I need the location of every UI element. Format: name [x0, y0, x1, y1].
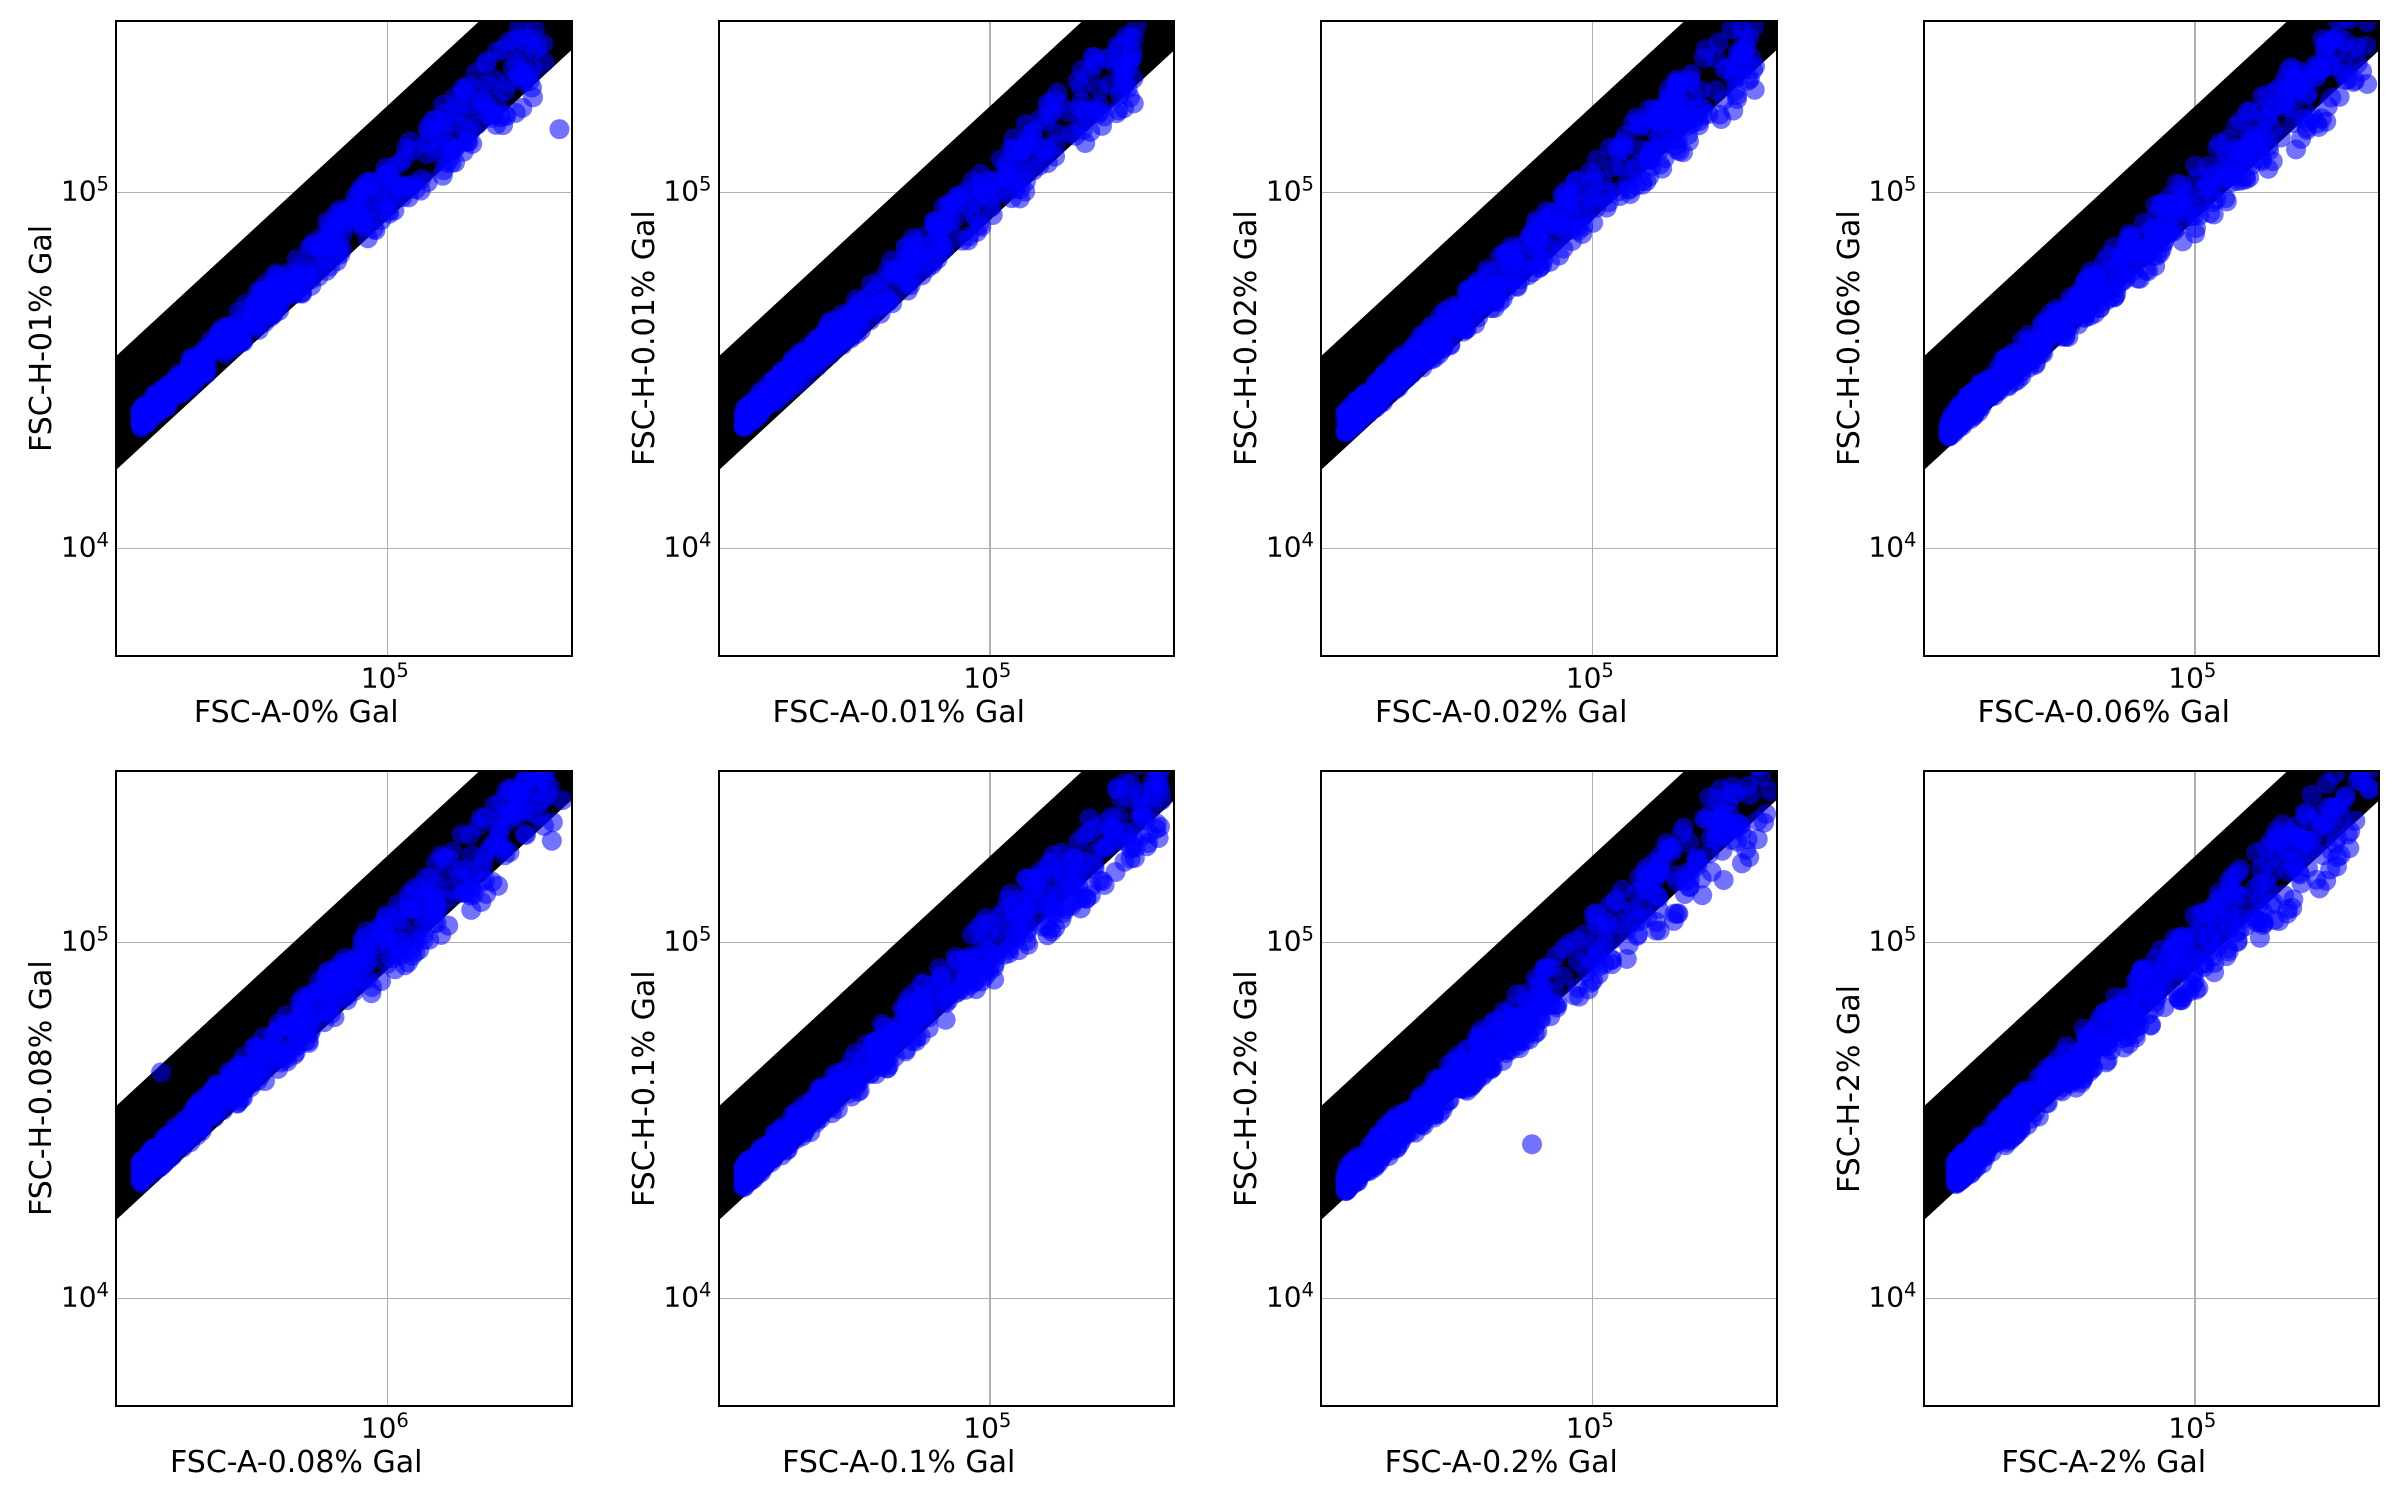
panel-3: FSC-H-0.06% Gal104105105FSC-A-0.06% Gal	[1828, 20, 2381, 730]
ytick-label: 104	[1266, 1278, 1314, 1313]
ytick-label: 105	[1266, 922, 1314, 957]
xlabel: FSC-A-0.2% Gal	[1225, 1441, 1778, 1480]
xlabel: FSC-A-0% Gal	[20, 691, 573, 730]
subplot-grid: FSC-H-01% Gal104105105FSC-A-0% GalFSC-H-…	[20, 20, 2380, 1480]
x-ticks: 105	[1225, 657, 1778, 691]
ytick-label: 105	[61, 172, 109, 207]
x-ticks: 105	[1828, 657, 2381, 691]
xlabel: FSC-A-0.1% Gal	[623, 1441, 1176, 1480]
x-ticks: 105	[20, 657, 573, 691]
ytick-label: 104	[1868, 528, 1916, 563]
panel-7: FSC-H-2% Gal104105105FSC-A-2% Gal	[1828, 770, 2381, 1480]
scatter-series	[1945, 772, 2378, 1194]
ytick-label: 104	[1868, 1278, 1916, 1313]
plot-box	[718, 770, 1176, 1407]
ylabel: FSC-H-01% Gal	[20, 20, 59, 657]
gate-band	[1925, 22, 2379, 576]
ytick-label: 104	[663, 1278, 711, 1313]
ytick-label: 105	[1266, 172, 1314, 207]
ylabel: FSC-H-0.2% Gal	[1225, 770, 1264, 1407]
xtick-label: 105	[2168, 659, 2216, 694]
y-ticks: 104 105	[59, 20, 115, 657]
scatter-series	[1938, 22, 2377, 446]
panel-2: FSC-H-0.02% Gal104105105FSC-A-0.02% Gal	[1225, 20, 1778, 730]
panel-6: FSC-H-0.2% Gal104105105FSC-A-0.2% Gal	[1225, 770, 1778, 1480]
outlier-point	[151, 1062, 171, 1082]
scatter-series	[733, 772, 1171, 1197]
xtick-label: 105	[963, 1409, 1011, 1444]
scatter-series	[130, 772, 571, 1193]
ylabel: FSC-H-0.01% Gal	[623, 20, 662, 657]
ylabel: FSC-H-0.06% Gal	[1828, 20, 1867, 657]
ylabel: FSC-H-0.02% Gal	[1225, 20, 1264, 657]
ytick-label: 104	[61, 1278, 109, 1313]
y-ticks: 104 105	[1867, 770, 1923, 1407]
panel-1: FSC-H-0.01% Gal104105105FSC-A-0.01% Gal	[623, 20, 1176, 730]
plot-box	[1923, 20, 2381, 657]
x-ticks: 105	[623, 657, 1176, 691]
ylabel: FSC-H-0.08% Gal	[20, 770, 59, 1407]
x-ticks: 106	[20, 1407, 573, 1441]
plot-box	[115, 20, 573, 657]
ytick-label: 104	[663, 528, 711, 563]
y-ticks: 104 105	[59, 770, 115, 1407]
xtick-label: 105	[963, 659, 1011, 694]
xlabel: FSC-A-0.08% Gal	[20, 1441, 573, 1480]
y-ticks: 104 105	[662, 770, 718, 1407]
ytick-label: 104	[61, 528, 109, 563]
ytick-label: 105	[663, 922, 711, 957]
plot-box	[1923, 770, 2381, 1407]
xtick-label: 105	[1566, 659, 1614, 694]
scatter-series	[1335, 22, 1764, 442]
scatter-series	[1335, 772, 1776, 1201]
ylabel: FSC-H-2% Gal	[1828, 770, 1867, 1407]
ytick-label: 105	[1868, 172, 1916, 207]
xlabel: FSC-A-0.06% Gal	[1828, 691, 2381, 730]
xtick-label: 105	[2168, 1409, 2216, 1444]
x-ticks: 105	[1225, 1407, 1778, 1441]
xtick-label: 106	[361, 1409, 409, 1444]
xtick-label: 105	[361, 659, 409, 694]
ytick-label: 105	[1868, 922, 1916, 957]
y-ticks: 104 105	[1264, 770, 1320, 1407]
panel-0: FSC-H-01% Gal104105105FSC-A-0% Gal	[20, 20, 573, 730]
x-ticks: 105	[1828, 1407, 2381, 1441]
scatter-series	[131, 22, 570, 438]
x-ticks: 105	[623, 1407, 1176, 1441]
y-ticks: 104 105	[1867, 20, 1923, 657]
ytick-label: 104	[1266, 528, 1314, 563]
xlabel: FSC-A-0.01% Gal	[623, 691, 1176, 730]
y-ticks: 104 105	[1264, 20, 1320, 657]
outlier-point	[549, 119, 569, 139]
scatter-series	[733, 22, 1146, 437]
panel-4: FSC-H-0.08% Gal104 105 106FSC-A-0.08% Gal	[20, 770, 573, 1480]
y-ticks: 104 105	[662, 20, 718, 657]
plot-box	[718, 20, 1176, 657]
xlabel: FSC-A-0.02% Gal	[1225, 691, 1778, 730]
xtick-label: 105	[1566, 1409, 1614, 1444]
outlier-point	[1522, 1134, 1542, 1154]
plot-box	[115, 770, 573, 1407]
plot-box	[1320, 770, 1778, 1407]
ytick-label: 105	[663, 172, 711, 207]
panel-5: FSC-H-0.1% Gal104105105FSC-A-0.1% Gal	[623, 770, 1176, 1480]
ytick-label: 105	[61, 922, 109, 957]
ylabel: FSC-H-0.1% Gal	[623, 770, 662, 1407]
plot-box	[1320, 20, 1778, 657]
xlabel: FSC-A-2% Gal	[1828, 1441, 2381, 1480]
